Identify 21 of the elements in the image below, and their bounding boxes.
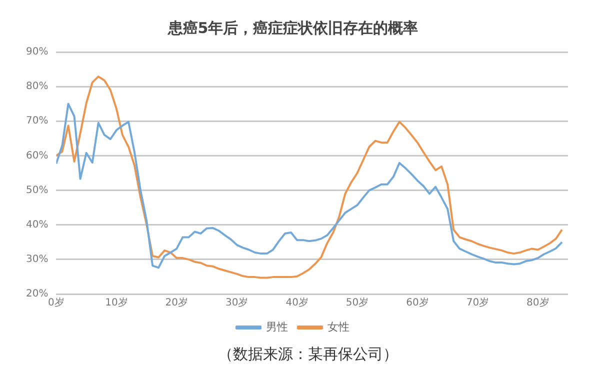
y-tick-label: 60% (26, 150, 48, 162)
chart-title: 患癌5年后，癌症症状依旧存在的概率 (166, 18, 418, 37)
x-tick-label: 0岁 (48, 296, 64, 309)
y-tick-label: 40% (26, 219, 48, 230)
x-tick-label: 80岁 (526, 296, 550, 309)
x-tick-label: 40岁 (286, 296, 308, 309)
x-tick-label: 10岁 (105, 296, 128, 309)
x-tick-label: 20岁 (165, 296, 188, 309)
y-tick-label: 90% (26, 46, 48, 58)
legend-label: 男性 (266, 320, 288, 334)
legend-label: 女性 (328, 320, 350, 334)
y-tick-label: 50% (26, 184, 48, 196)
y-tick-label: 70% (26, 116, 48, 127)
x-tick-label: 60岁 (406, 296, 429, 309)
text: （数据来源：某再保公司） (217, 345, 399, 364)
x-tick-label: 50岁 (346, 296, 369, 309)
y-tick-label: 30% (26, 254, 48, 266)
y-tick-label: 80% (26, 81, 48, 92)
x-tick-label: 30岁 (225, 296, 248, 309)
y-tick-label: 20% (26, 288, 48, 300)
x-tick-label: 70岁 (466, 296, 490, 309)
